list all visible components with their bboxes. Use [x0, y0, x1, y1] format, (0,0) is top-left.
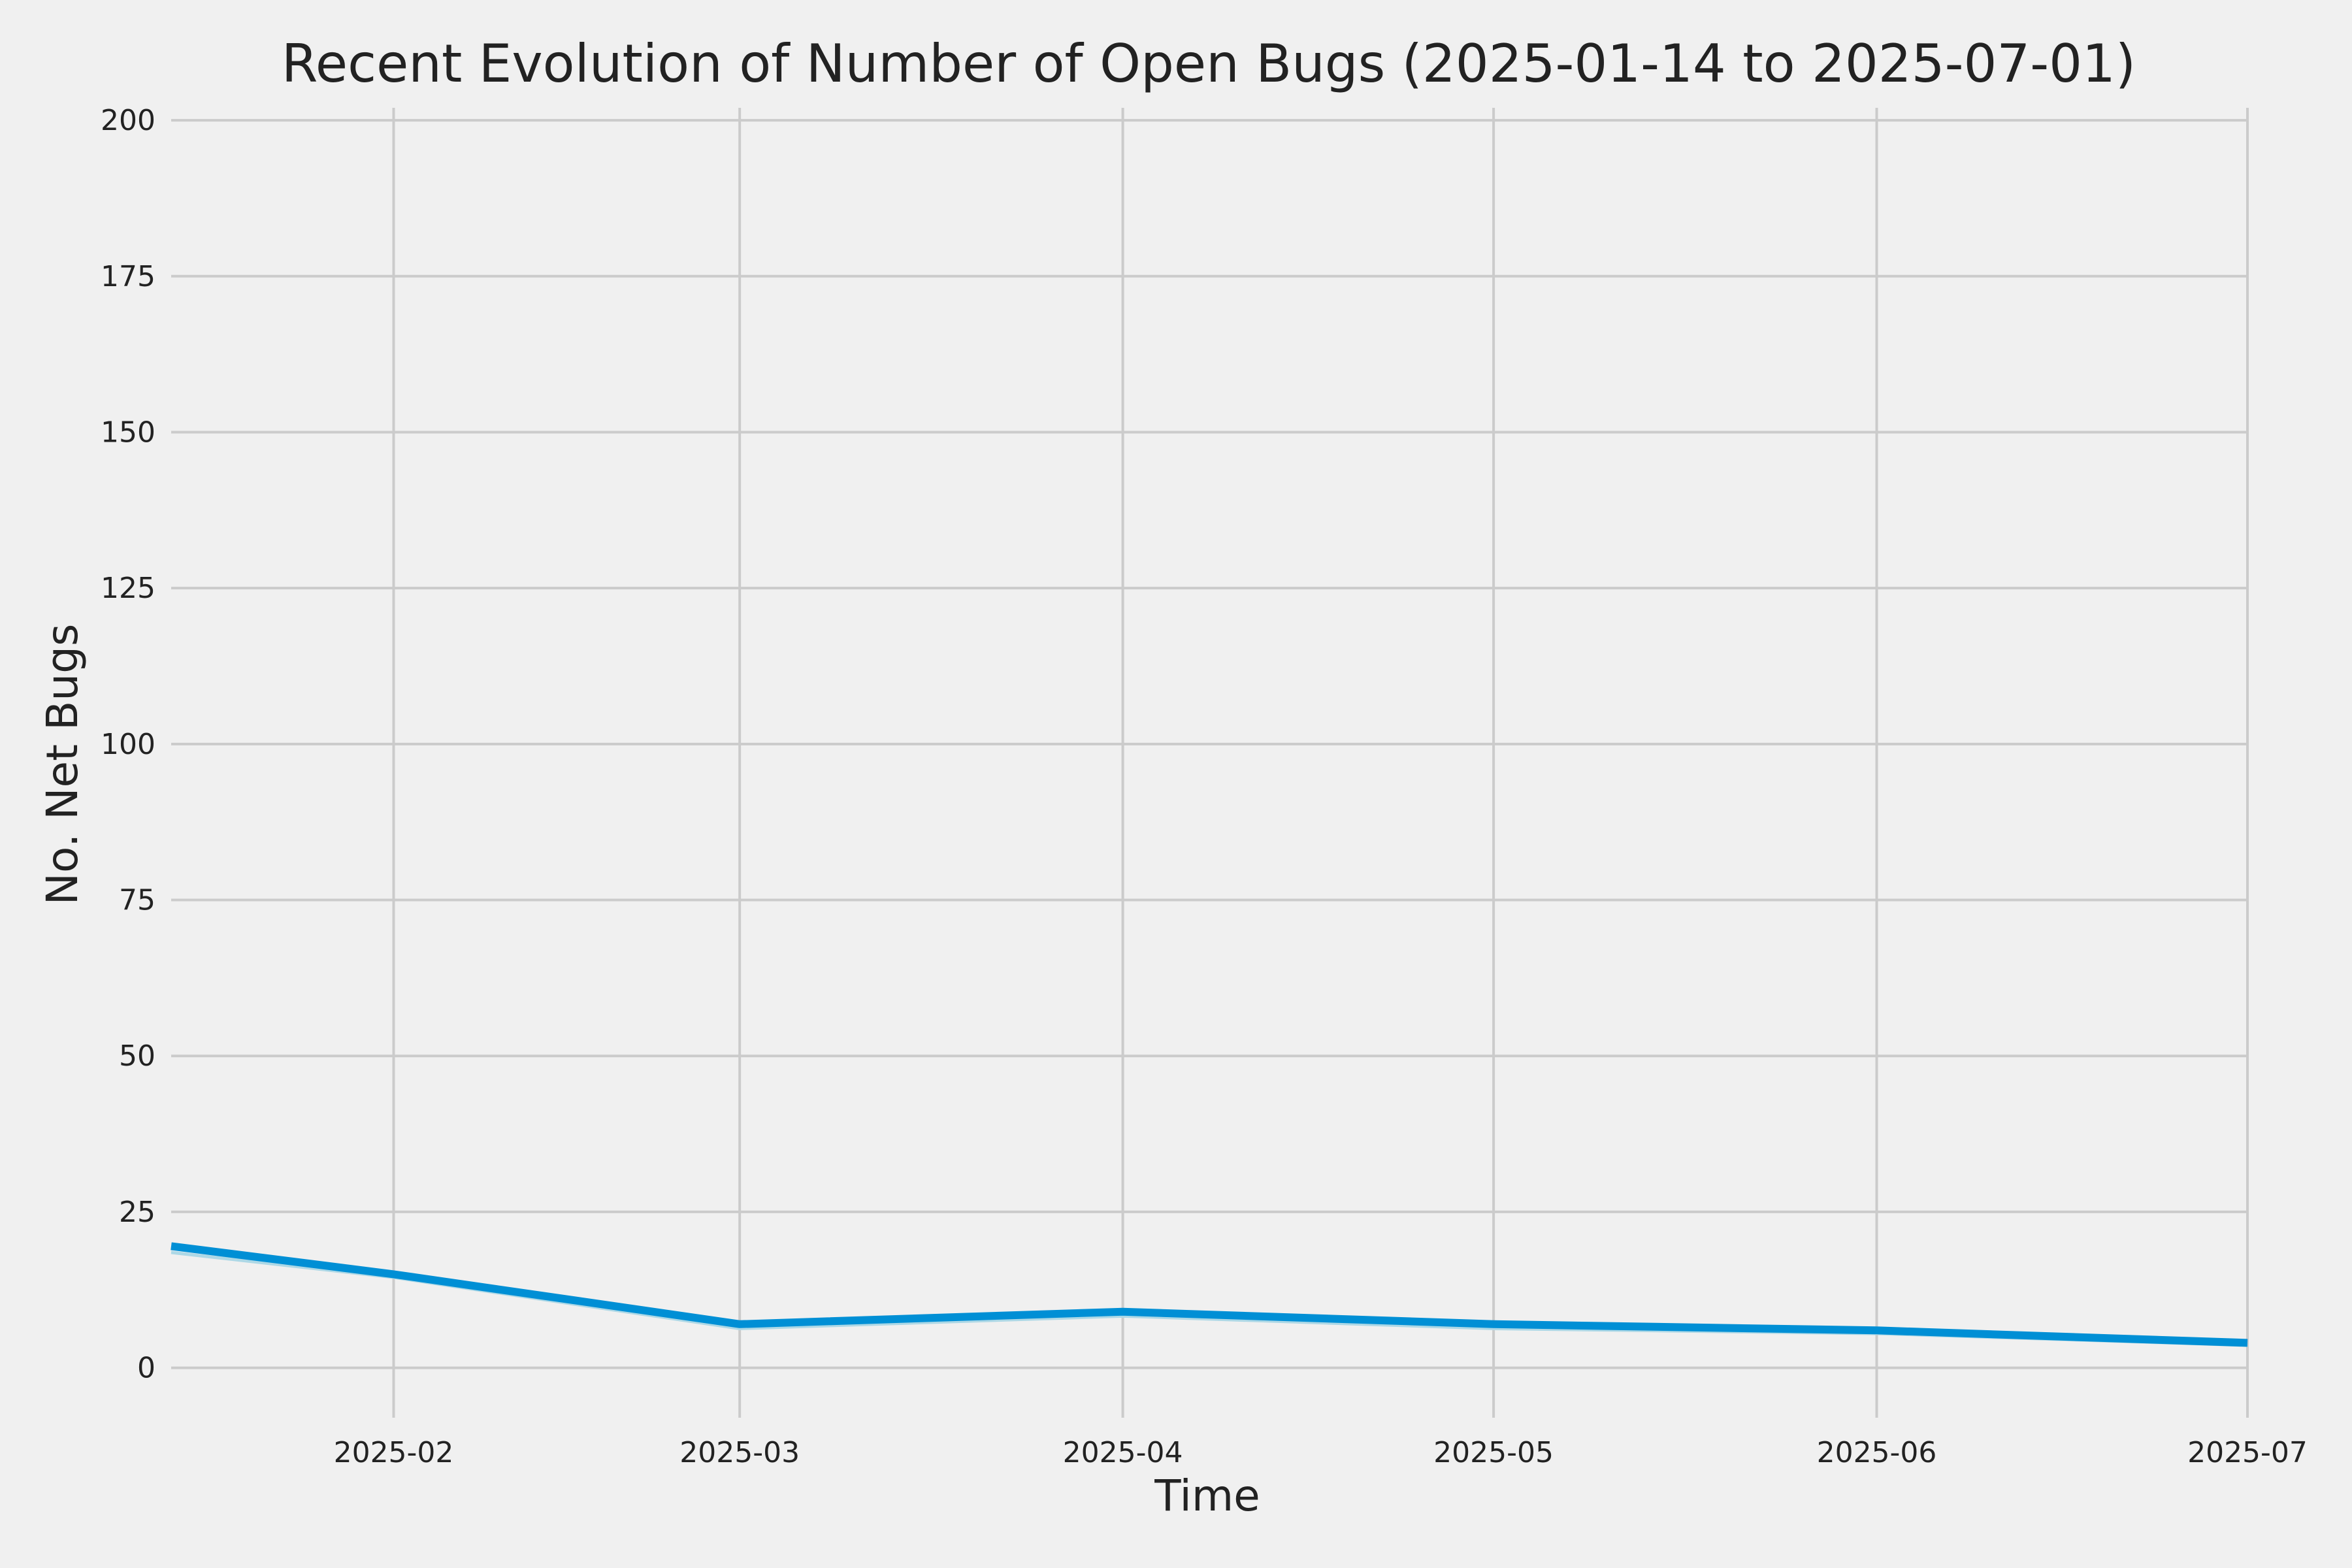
x-tick-label: 2025-03 — [679, 1436, 800, 1469]
y-tick-label: 150 — [101, 416, 155, 449]
grid — [171, 108, 2249, 1418]
y-tick-label: 100 — [101, 728, 155, 761]
series-line-1 — [171, 1242, 2248, 1347]
chart-title: Recent Evolution of Number of Open Bugs … — [282, 33, 2136, 94]
x-tick-label: 2025-02 — [334, 1436, 454, 1469]
x-axis-label: Time — [1154, 1471, 1260, 1521]
x-tick-label: 2025-06 — [1817, 1436, 1937, 1469]
tick-labels: 0 25 50 75 100 125 150 175 200 2025-02 2025-03 2025… — [101, 104, 2308, 1469]
y-tick-label: 175 — [101, 260, 155, 293]
y-tick-label: 0 — [137, 1352, 155, 1385]
y-tick-label: 75 — [119, 884, 155, 917]
y-tick-label: 50 — [119, 1039, 155, 1073]
y-tick-label: 125 — [101, 572, 155, 605]
y-tick-label: 25 — [119, 1196, 155, 1229]
series-layer — [171, 1242, 2248, 1347]
x-tick-label: 2025-04 — [1063, 1436, 1183, 1469]
x-tick-label: 2025-05 — [1433, 1436, 1554, 1469]
x-tick-label: 2025-07 — [2187, 1436, 2308, 1469]
y-tick-label: 200 — [101, 104, 155, 137]
y-axis-label: No. Net Bugs — [37, 624, 88, 906]
